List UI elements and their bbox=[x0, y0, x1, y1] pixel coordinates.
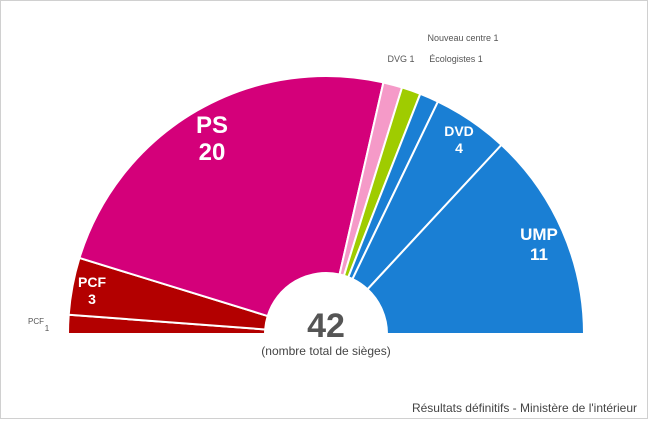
label-nouveau-centre: Nouveau centre 1 bbox=[427, 33, 498, 43]
center-hole bbox=[265, 273, 387, 395]
label-pcf3-value: 3 bbox=[88, 291, 96, 307]
label-ps-name: PS bbox=[196, 112, 228, 139]
label-ps-value: 20 bbox=[199, 139, 226, 166]
total-seats: 42 bbox=[307, 307, 345, 345]
label-pcf3-name: PCF bbox=[78, 274, 106, 290]
total-caption: (nombre total de sièges) bbox=[261, 344, 391, 358]
label-ump-value: 11 bbox=[530, 245, 548, 264]
label-dvd-name: DVD bbox=[444, 123, 474, 139]
label-ecologistes: Écologistes 1 bbox=[429, 54, 483, 64]
segment-ump-7 bbox=[366, 143, 586, 335]
label-pcf1-value: 1 bbox=[45, 324, 50, 333]
label-dvg: DVG 1 bbox=[387, 54, 414, 64]
source-note: Résultats définitifs - Ministère de l'in… bbox=[411, 401, 637, 415]
label-ump-name: UMP bbox=[520, 225, 558, 244]
label-pcf1-name: PCF bbox=[28, 317, 44, 326]
label-dvd-value: 4 bbox=[455, 140, 463, 156]
